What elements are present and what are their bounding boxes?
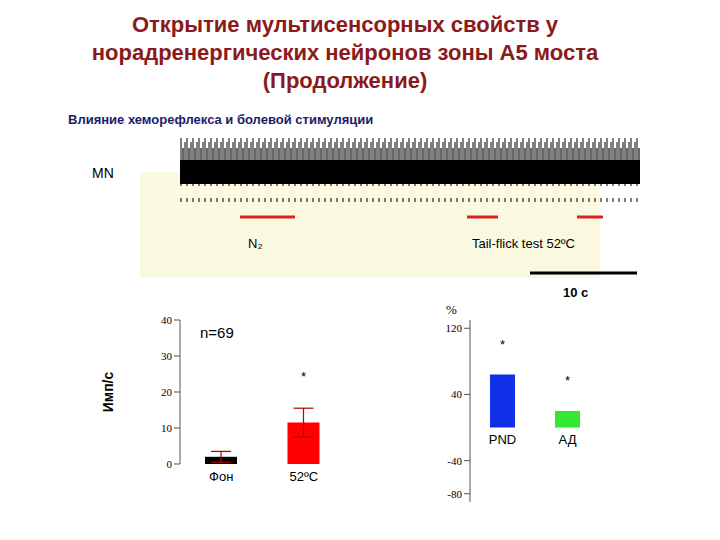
svg-text:MN: MN [92,165,114,181]
svg-text:-40: -40 [447,455,462,467]
svg-text:*: * [500,337,505,352]
svg-text:10 с: 10 с [563,285,588,300]
svg-text:20: 20 [161,386,173,398]
svg-text:норадренергических нейронов зо: норадренергических нейронов зоны А5 мост… [92,40,599,65]
svg-text:Влияние хеморефлекса и болевой: Влияние хеморефлекса и болевой стимуляци… [68,112,373,127]
svg-text:40: 40 [161,314,173,326]
svg-text:(Продолжение): (Продолжение) [263,68,427,93]
svg-text:Фон: Фон [209,469,233,484]
html-text:n=69: n=69 [200,324,234,341]
svg-text:N₂: N₂ [248,236,262,251]
svg-text:-80: -80 [447,488,462,500]
svg-text:АД: АД [559,432,577,447]
svg-text:*: * [301,369,306,384]
svg-text:*: * [565,373,570,388]
svg-text:Имп/с: Имп/с [100,372,116,413]
svg-text:40: 40 [451,388,463,400]
svg-text:10: 10 [161,422,173,434]
svg-text:52ºC: 52ºC [289,469,318,484]
svg-text:PND: PND [489,432,516,447]
svg-text:120: 120 [446,322,463,334]
svg-text:30: 30 [161,350,173,362]
svg-text:Открытие мультисенсорных свойс: Открытие мультисенсорных свойств у [132,12,559,37]
svg-text:0: 0 [167,458,173,470]
svg-text:Tail-flick test 52ºC: Tail-flick test 52ºC [472,236,575,251]
